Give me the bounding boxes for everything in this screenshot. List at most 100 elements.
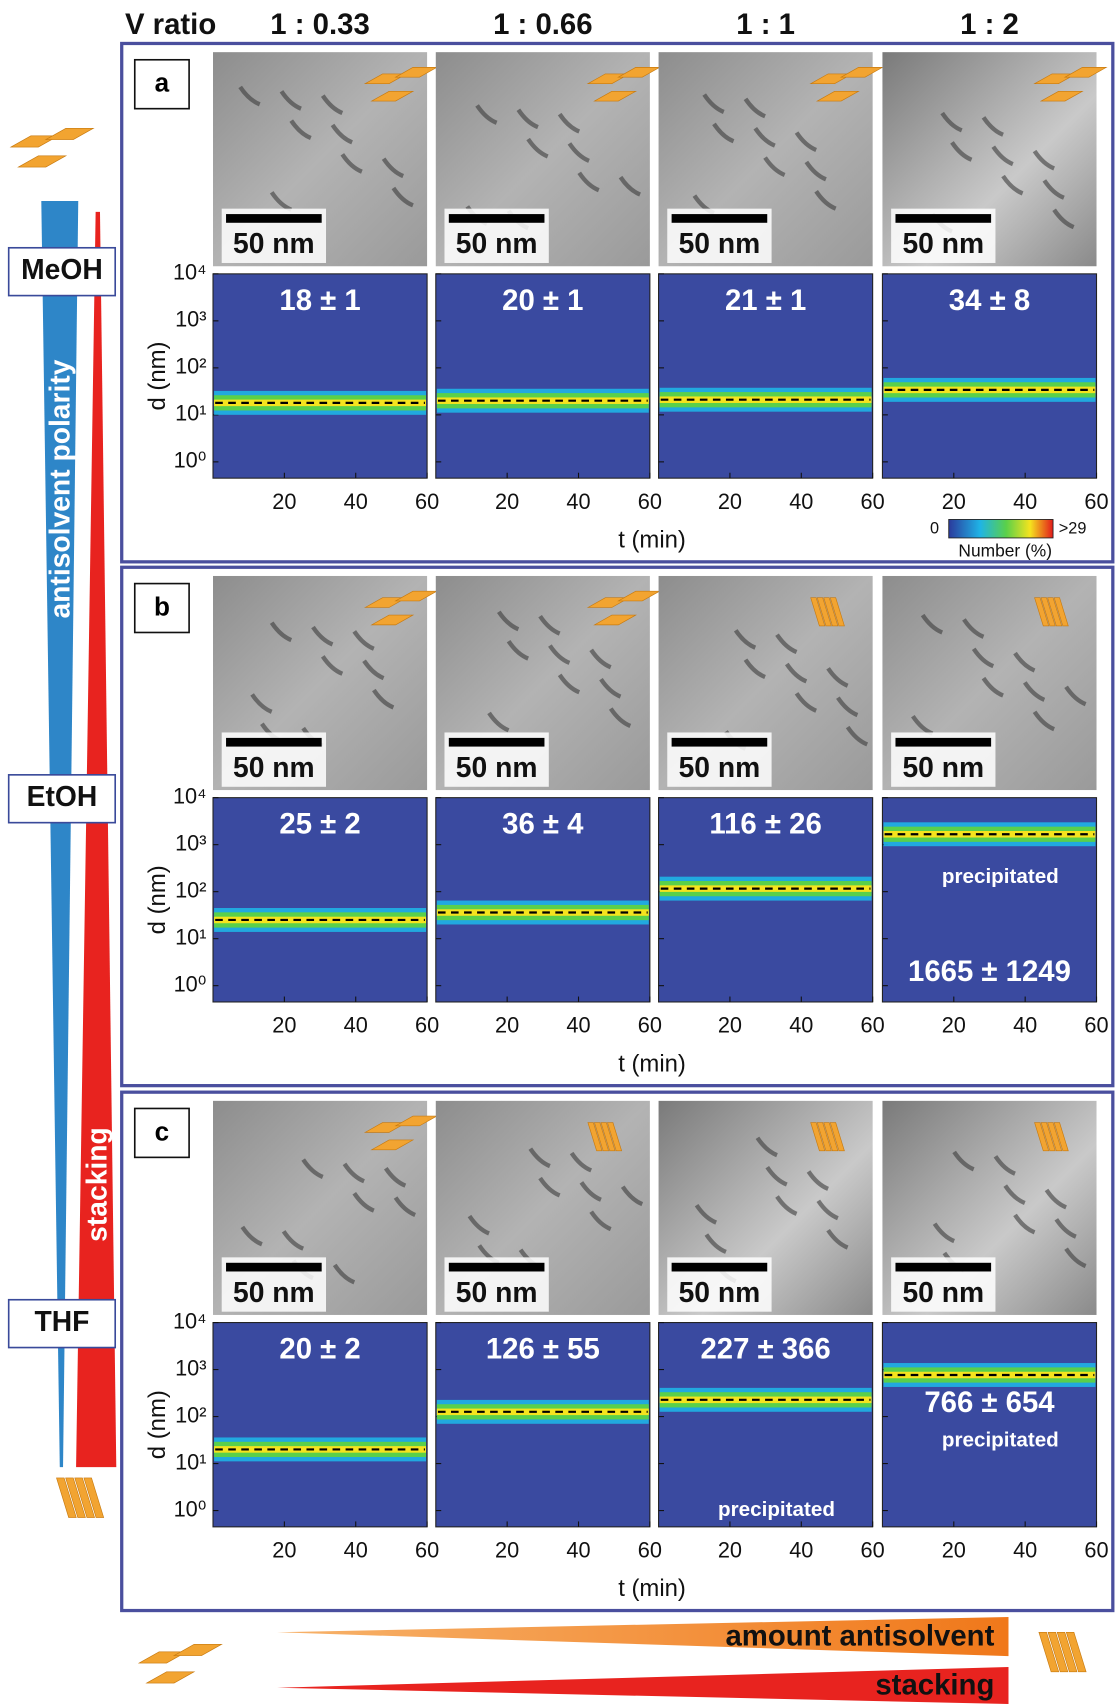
x-tick-label: 40	[566, 1538, 590, 1563]
y-tick-label: 10¹	[175, 401, 206, 426]
dispersed-icon	[18, 156, 65, 167]
dispersed-icon	[147, 1672, 194, 1683]
y-tick-label: 10⁰	[174, 448, 207, 473]
x-axis-label: t (min)	[618, 527, 686, 554]
x-tick-label: 60	[415, 1013, 439, 1038]
x-tick-label: 40	[1013, 489, 1037, 514]
mean-label: 25 ± 2	[279, 808, 360, 841]
mean-label: 766 ± 654	[924, 1386, 1055, 1419]
mean-label: 21 ± 1	[725, 284, 806, 317]
colorbar	[949, 519, 1053, 537]
mean-label: 116 ± 26	[709, 808, 821, 841]
x-tick-label: 20	[718, 489, 742, 514]
y-axis-label: d (nm)	[144, 1390, 171, 1459]
mean-label: 1665 ± 1249	[908, 955, 1071, 988]
x-axis-label: t (min)	[618, 1050, 686, 1077]
y-tick-label: 10⁴	[173, 260, 207, 285]
y-tick-label: 10⁴	[173, 1308, 207, 1333]
x-tick-label: 20	[272, 1538, 296, 1563]
panel-letter: b	[154, 591, 170, 621]
x-tick-label: 60	[638, 1538, 662, 1563]
scale-bar	[672, 214, 768, 223]
scale-bar	[672, 738, 768, 747]
solvent-label: EtOH	[27, 780, 98, 812]
x-tick-label: 40	[344, 1013, 368, 1038]
x-tick-label: 40	[344, 489, 368, 514]
y-tick-label: 10³	[175, 1355, 206, 1380]
x-tick-label: 20	[272, 1013, 296, 1038]
y-tick-label: 10³	[175, 307, 206, 332]
scale-bar-label: 50 nm	[679, 227, 761, 259]
solvent-label: MeOH	[21, 253, 103, 285]
scale-bar-label: 50 nm	[233, 1276, 315, 1308]
scale-bar-label: 50 nm	[679, 751, 761, 783]
scale-bar	[895, 738, 991, 747]
scale-bar	[449, 738, 545, 747]
mean-label: 227 ± 366	[700, 1333, 830, 1366]
x-tick-label: 60	[1084, 1013, 1108, 1038]
colorbar-max: >29	[1059, 520, 1087, 538]
x-tick-label: 40	[1013, 1538, 1037, 1563]
y-tick-label: 10³	[175, 830, 206, 855]
scale-bar-label: 50 nm	[902, 751, 984, 783]
x-tick-label: 60	[415, 489, 439, 514]
x-tick-label: 20	[495, 489, 519, 514]
precipitated-note: precipitated	[718, 1498, 835, 1521]
bottom-stacking-label: stacking	[875, 1668, 994, 1701]
mean-label: 20 ± 2	[279, 1333, 360, 1366]
scale-bar	[449, 214, 545, 223]
x-tick-label: 40	[789, 489, 813, 514]
x-tick-label: 20	[272, 489, 296, 514]
polarity-label: antisolvent polarity	[43, 359, 75, 618]
x-tick-label: 20	[942, 1013, 966, 1038]
y-axis-label: d (nm)	[144, 865, 171, 934]
x-tick-label: 60	[415, 1538, 439, 1563]
x-tick-label: 20	[718, 1013, 742, 1038]
scale-bar-label: 50 nm	[456, 751, 538, 783]
x-tick-label: 60	[861, 1013, 885, 1038]
solvent-label: THF	[34, 1305, 89, 1337]
x-tick-label: 20	[718, 1538, 742, 1563]
mean-label: 20 ± 1	[502, 284, 583, 317]
x-tick-label: 60	[1084, 489, 1108, 514]
y-tick-label: 10⁰	[174, 1496, 207, 1521]
scale-bar	[226, 214, 322, 223]
y-axis-label: d (nm)	[144, 341, 171, 410]
ratio-label: 1 : 2	[960, 8, 1019, 41]
scale-bar-label: 50 nm	[233, 751, 315, 783]
plot-area	[882, 1323, 1096, 1527]
scale-bar	[672, 1263, 768, 1272]
scale-bar-label: 50 nm	[679, 1276, 761, 1308]
x-tick-label: 20	[942, 489, 966, 514]
y-tick-label: 10⁴	[173, 783, 207, 808]
scale-bar-label: 50 nm	[233, 227, 315, 259]
mean-label: 34 ± 8	[949, 284, 1030, 317]
mean-label: 36 ± 4	[502, 808, 584, 841]
y-tick-label: 10²	[175, 877, 206, 902]
panel-letter: a	[155, 68, 170, 98]
precipitated-note: precipitated	[942, 1429, 1059, 1452]
panel-letter: c	[155, 1116, 170, 1146]
colorbar-min: 0	[930, 520, 939, 538]
scale-bar-label: 50 nm	[902, 227, 984, 259]
v-ratio-label: V ratio	[125, 8, 216, 41]
x-tick-label: 20	[495, 1013, 519, 1038]
x-tick-label: 40	[789, 1538, 813, 1563]
x-tick-label: 40	[566, 1013, 590, 1038]
x-tick-label: 60	[861, 489, 885, 514]
x-tick-label: 60	[638, 1013, 662, 1038]
stacking-wedge	[76, 212, 116, 1467]
ratio-label: 1 : 0.33	[270, 8, 369, 41]
mean-label: 18 ± 1	[279, 284, 360, 317]
x-tick-label: 20	[942, 1538, 966, 1563]
mean-label: 126 ± 55	[486, 1333, 600, 1366]
scale-bar-label: 50 nm	[456, 227, 538, 259]
x-tick-label: 40	[789, 1013, 813, 1038]
scale-bar	[226, 738, 322, 747]
stacking-label: stacking	[80, 1127, 112, 1242]
y-tick-label: 10²	[175, 1402, 206, 1427]
precipitated-note: precipitated	[942, 865, 1059, 888]
y-tick-label: 10¹	[175, 924, 206, 949]
x-tick-label: 40	[344, 1538, 368, 1563]
x-axis-label: t (min)	[618, 1575, 686, 1602]
